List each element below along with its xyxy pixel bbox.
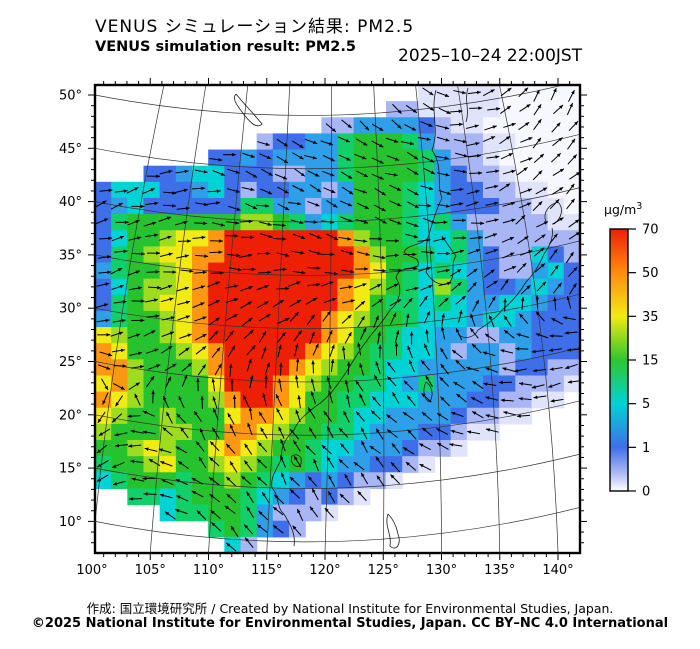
colorbar (609, 228, 629, 492)
lon-label: 125° (368, 563, 399, 578)
colorbar-tick-label: 15 (642, 354, 659, 369)
lat-label: 45° (59, 142, 82, 157)
lat-label: 35° (59, 248, 82, 263)
lat-label: 30° (59, 302, 82, 317)
colorbar-tick-label: 5 (642, 397, 650, 412)
colorbar-tick-label: 50 (642, 266, 659, 281)
colorbar-tick-label: 35 (642, 310, 659, 325)
lon-label: 105° (135, 563, 166, 578)
lon-label: 135° (484, 563, 515, 578)
footer-copyright: ©2025 National Institute for Environment… (31, 616, 669, 631)
lat-label: 20° (59, 408, 82, 423)
lon-label: 100° (76, 563, 107, 578)
colorbar-tick-label: 1 (642, 441, 650, 456)
lon-label: 140° (542, 563, 573, 578)
lon-label: 115° (251, 563, 282, 578)
colorbar-tick-label: 70 (642, 223, 659, 238)
lat-label: 50° (59, 89, 82, 104)
timestamp: 2025–10–24 22:00JST (398, 46, 583, 66)
lon-label: 120° (309, 563, 340, 578)
wind-vectors (95, 87, 580, 552)
colorbar-unit-label: μg/m3 (604, 201, 642, 217)
lon-label: 110° (193, 563, 224, 578)
lat-label: 15° (59, 462, 82, 477)
footer-credit: 作成: 国立環境研究所 / Created by National Instit… (86, 601, 614, 616)
lon-label: 130° (426, 563, 457, 578)
axis-ticks (88, 78, 587, 560)
lat-label: 25° (59, 355, 82, 370)
colorbar-tick-label: 0 (642, 485, 650, 500)
coastlines (234, 87, 562, 549)
page-title-japanese: VENUS シミュレーション結果: PM2.5 (95, 17, 415, 37)
lat-label: 10° (59, 515, 82, 530)
page-title-english: VENUS simulation result: PM2.5 (95, 39, 356, 55)
lat-label: 40° (59, 195, 82, 210)
